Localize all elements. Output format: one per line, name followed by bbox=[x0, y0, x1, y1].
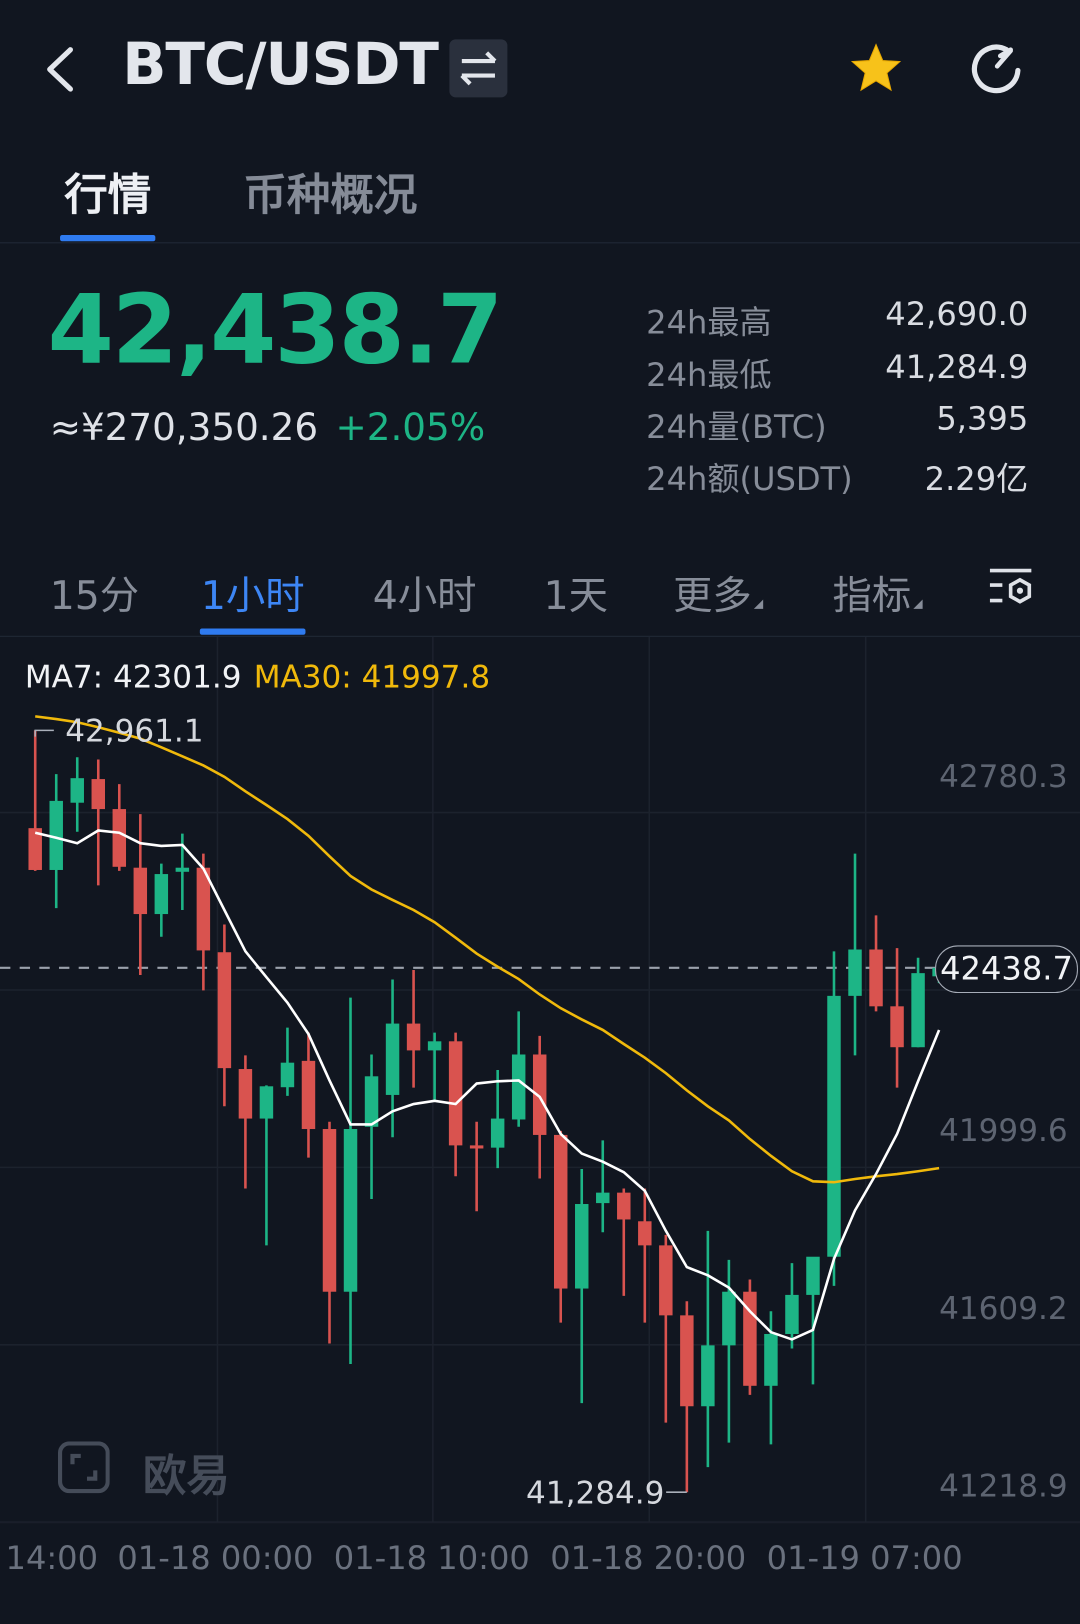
candle-up bbox=[343, 1129, 358, 1292]
candle-up bbox=[427, 1041, 442, 1051]
watermark-text: 欧易 bbox=[142, 1450, 230, 1502]
candle-up bbox=[49, 800, 63, 870]
candle-down bbox=[301, 1060, 316, 1130]
candle-down bbox=[238, 1069, 253, 1119]
x-axis-label: 01-18 00:00 bbox=[117, 1539, 314, 1578]
chart-settings-icon[interactable] bbox=[988, 566, 1036, 609]
candle-down bbox=[617, 1192, 631, 1220]
candle-up bbox=[154, 874, 169, 915]
stat-value-24h-low: 41,284.9 bbox=[885, 348, 1029, 387]
x-axis-label: 14:00 bbox=[5, 1539, 99, 1578]
y-axis-label: 41999.6 bbox=[939, 1113, 1068, 1150]
y-axis-label: 42780.3 bbox=[939, 758, 1068, 795]
stat-value-24h-high: 42,690.0 bbox=[885, 296, 1029, 334]
candle-down bbox=[91, 779, 105, 810]
ma7-legend: MA7: 42301.9 bbox=[24, 659, 242, 696]
candle-up bbox=[70, 778, 84, 803]
active-interval-indicator bbox=[199, 628, 306, 635]
stat-value-24h-turnover: 2.29亿 bbox=[924, 460, 1029, 499]
candle-up bbox=[827, 995, 841, 1257]
max-price-label: 42,961.1 bbox=[65, 713, 204, 750]
candle-up bbox=[785, 1294, 799, 1334]
candle-up bbox=[259, 1086, 274, 1119]
stat-label-24h-high: 24h最高 bbox=[646, 304, 772, 342]
tab-market[interactable]: 行情 bbox=[64, 169, 152, 221]
candle-down bbox=[532, 1054, 547, 1135]
candle-down bbox=[890, 1006, 904, 1048]
max-marker-line bbox=[34, 729, 54, 737]
active-tab-indicator bbox=[60, 235, 156, 242]
candle-up bbox=[175, 867, 190, 872]
stat-label-24h-volume: 24h量(BTC) bbox=[646, 409, 827, 447]
candle-down bbox=[553, 1134, 568, 1289]
min-price-label: 41,284.9 bbox=[526, 1475, 665, 1512]
y-axis-label: 41609.2 bbox=[939, 1290, 1068, 1328]
indicators-label: 指标 bbox=[832, 572, 912, 619]
interval-15m[interactable]: 15分 bbox=[49, 572, 140, 619]
x-axis-label: 01-19 07:00 bbox=[766, 1539, 963, 1578]
x-axis-label: 01-18 10:00 bbox=[333, 1539, 530, 1578]
candle-up bbox=[722, 1291, 736, 1346]
refresh-icon[interactable] bbox=[969, 41, 1025, 97]
interval-1d[interactable]: 1天 bbox=[543, 572, 609, 619]
candle-down bbox=[196, 867, 211, 951]
candle-up bbox=[575, 1204, 589, 1289]
candle-down bbox=[322, 1129, 337, 1292]
candle-down bbox=[869, 949, 883, 1007]
ma7-line bbox=[34, 829, 941, 1341]
candle-down bbox=[133, 867, 148, 915]
interval-4h[interactable]: 4小时 bbox=[372, 572, 477, 619]
ma30-line bbox=[35, 715, 940, 1184]
more-label: 更多 bbox=[673, 572, 752, 619]
interval-1h[interactable]: 1小时 bbox=[200, 572, 305, 619]
y-axis-label: 41218.9 bbox=[939, 1468, 1068, 1505]
candlestick-chart[interactable] bbox=[0, 636, 1080, 1523]
candle-down bbox=[680, 1315, 694, 1407]
caret-icon bbox=[913, 599, 923, 609]
candle-up bbox=[596, 1192, 610, 1204]
candle-down bbox=[112, 809, 127, 867]
candle-up bbox=[385, 1023, 400, 1095]
stat-value-24h-volume: 5,395 bbox=[936, 400, 1029, 439]
x-axis-label: 01-18 20:00 bbox=[550, 1539, 747, 1578]
caret-icon bbox=[753, 599, 764, 609]
swap-icon bbox=[460, 51, 497, 86]
change-percent: +2.05% bbox=[335, 406, 486, 450]
tab-coin-overview[interactable]: 币种概况 bbox=[243, 169, 418, 221]
pair-title[interactable]: BTC/USDT bbox=[122, 31, 439, 99]
candle-up bbox=[764, 1333, 778, 1386]
candle-down bbox=[448, 1041, 463, 1146]
candle-up bbox=[490, 1118, 505, 1148]
divider bbox=[0, 1522, 1080, 1524]
stat-label-24h-low: 24h最低 bbox=[646, 357, 772, 395]
stat-label-24h-turnover: 24h额(USDT) bbox=[646, 460, 853, 499]
candle-up bbox=[806, 1256, 820, 1295]
ma30-legend: MA30: 41997.8 bbox=[253, 659, 491, 696]
back-icon[interactable] bbox=[41, 46, 78, 94]
last-price-marker[interactable]: 42438.7 bbox=[935, 945, 1078, 994]
okx-logo-icon bbox=[57, 1441, 110, 1494]
divider bbox=[0, 635, 1080, 637]
cny-price: ≈¥270,350.26 bbox=[49, 406, 319, 450]
candle-down bbox=[638, 1221, 652, 1246]
indicators-dropdown[interactable]: 指标 bbox=[833, 563, 923, 620]
candle-down bbox=[217, 952, 232, 1069]
divider bbox=[0, 242, 1080, 244]
candle-up bbox=[701, 1345, 715, 1407]
interval-more-dropdown[interactable]: 更多 bbox=[673, 563, 764, 620]
candle-up bbox=[848, 949, 862, 996]
candle-up bbox=[364, 1076, 379, 1127]
candle-down bbox=[469, 1145, 484, 1149]
candle-down bbox=[406, 1023, 421, 1051]
swap-pair-button[interactable] bbox=[449, 39, 508, 98]
candle-up bbox=[511, 1054, 526, 1120]
candle-up bbox=[911, 973, 925, 1048]
last-price: 42,438.7 bbox=[47, 274, 504, 386]
candle-down bbox=[28, 828, 42, 870]
candle-down bbox=[659, 1245, 673, 1316]
candle-up bbox=[280, 1062, 295, 1088]
favorite-star-icon[interactable] bbox=[849, 41, 903, 95]
